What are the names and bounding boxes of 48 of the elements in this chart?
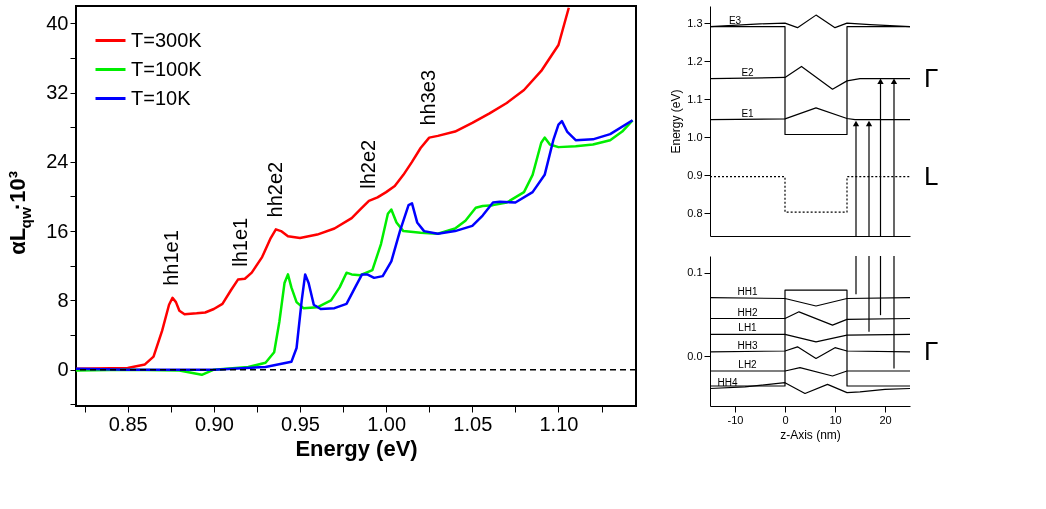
x-tick-label: 0.85 xyxy=(108,412,148,435)
series-label: E1 xyxy=(741,107,755,119)
annotation: hh3e3 xyxy=(417,69,440,126)
y-tick-label: 16 xyxy=(46,219,69,242)
x-axis-title: z-Axis (nm) xyxy=(780,427,841,442)
annotation: lh2e2 xyxy=(356,139,379,189)
series-label: LH1 xyxy=(738,322,758,334)
y-tick-label: 0.9 xyxy=(687,168,703,181)
x-tick-label: 0.95 xyxy=(281,412,320,435)
legend-label: T=10K xyxy=(131,86,192,109)
y-axis-title: Energy (eV) xyxy=(669,89,684,154)
y-tick-label: 0 xyxy=(57,358,69,381)
y-tick-label: 0.0 xyxy=(687,349,703,362)
y-tick-label: 24 xyxy=(46,150,69,173)
annotation: Γ xyxy=(924,335,939,366)
y-tick-label: 32 xyxy=(46,81,69,104)
x-tick-label: -10 xyxy=(727,413,744,426)
series-label: HH3 xyxy=(737,339,758,351)
x-tick-label: 0.90 xyxy=(194,412,234,435)
x-tick-label: 0 xyxy=(782,413,789,426)
y-tick-label: 40 xyxy=(46,11,69,34)
x-tick-label: 1.05 xyxy=(453,412,493,435)
annotation: lh1e1 xyxy=(229,217,252,267)
y-tick-label: 1.0 xyxy=(687,130,703,143)
y-tick-label: 1.3 xyxy=(687,16,703,29)
y-tick-label: 0.1 xyxy=(687,266,703,279)
series-label: E3 xyxy=(728,14,742,26)
x-tick-label: 1.10 xyxy=(539,412,579,435)
annotation: hh2e2 xyxy=(263,161,286,218)
series-label: LH2 xyxy=(738,359,758,370)
series-label: HH2 xyxy=(737,306,758,318)
annotation: hh1e1 xyxy=(160,230,183,286)
x-axis-title: Energy (eV) xyxy=(295,435,418,461)
y-tick-label: 8 xyxy=(57,288,69,311)
series-label: HH4 xyxy=(717,376,738,388)
annotation: Γ xyxy=(924,62,939,93)
x-tick-label: 10 xyxy=(829,413,842,426)
series-label: E2 xyxy=(741,66,755,78)
y-axis-title: αLqw·10³ xyxy=(5,170,34,255)
annotation: L xyxy=(924,160,939,191)
y-tick-label: 1.1 xyxy=(687,92,703,105)
x-tick-label: 1.00 xyxy=(367,412,407,435)
y-tick-label: 0.8 xyxy=(687,206,703,219)
legend-label: T=300K xyxy=(131,28,203,51)
y-tick-label: 1.2 xyxy=(687,54,703,67)
x-tick-label: 20 xyxy=(879,413,892,426)
series-label: HH1 xyxy=(737,285,758,297)
legend-label: T=100K xyxy=(131,57,203,80)
